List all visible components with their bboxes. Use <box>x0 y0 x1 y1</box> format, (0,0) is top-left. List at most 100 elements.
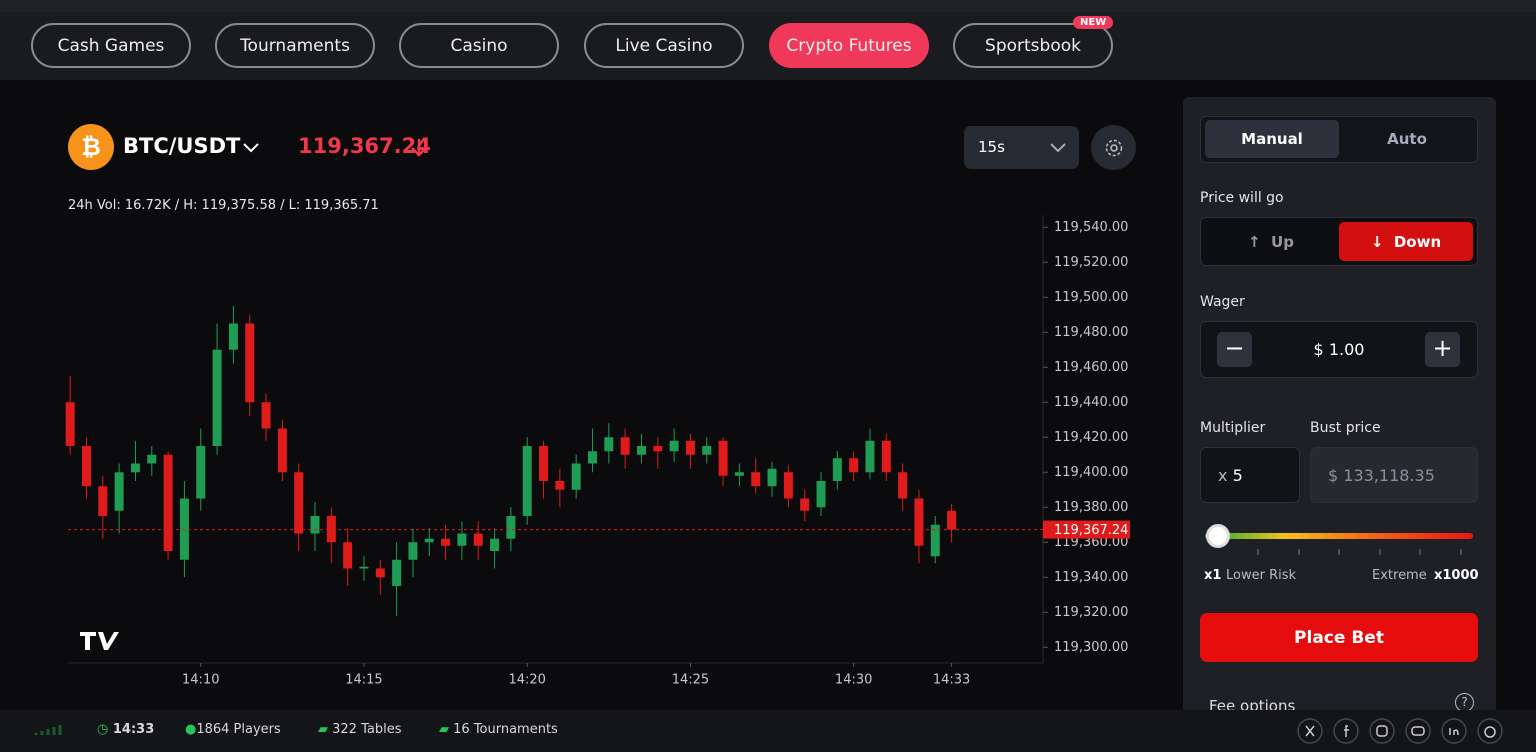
interval-select[interactable]: 15s <box>964 126 1079 169</box>
candle-body <box>751 472 761 487</box>
candle-body <box>849 458 859 473</box>
up-label: Up <box>1271 232 1294 251</box>
risk-slider[interactable] <box>1205 533 1473 539</box>
down-button[interactable]: ↓ Down <box>1339 222 1473 261</box>
multiplier-label: Multiplier <box>1200 420 1266 436</box>
candle-body <box>130 463 140 473</box>
settings-button[interactable] <box>1091 125 1136 170</box>
wager-label: Wager <box>1200 294 1245 310</box>
wager-value[interactable]: $ 1.00 <box>1313 340 1365 359</box>
mode-tab[interactable]: Auto <box>1387 130 1427 148</box>
y-tick-label: 119,520.00 <box>1054 255 1128 270</box>
candle-body <box>375 568 385 578</box>
new-badge: NEW <box>1073 16 1114 29</box>
tables: ▰ 322 Tables <box>318 722 402 737</box>
candle-body <box>800 498 810 511</box>
candle-body <box>473 533 483 546</box>
nav-tab[interactable]: Cash Games <box>31 23 191 68</box>
nav-tab[interactable]: Casino <box>399 23 559 68</box>
candle-body <box>539 446 549 481</box>
candle-body <box>636 446 646 455</box>
y-tick-label: 119,460.00 <box>1054 360 1128 375</box>
candle-body <box>653 446 663 452</box>
price-tag <box>1043 520 1130 539</box>
y-tick-label: 119,380.00 <box>1054 500 1128 515</box>
candle-body <box>685 440 695 455</box>
plus-button[interactable]: + <box>1425 332 1460 367</box>
x-tick-label: 14:15 <box>345 673 382 688</box>
multiplier-input[interactable]: x 5 <box>1200 447 1300 503</box>
stats: 24h Vol: 16.72K / H: 119,375.58 / L: 119… <box>68 198 379 213</box>
bust-price: $ 133,118.35 <box>1310 447 1478 503</box>
candle-body <box>294 472 304 534</box>
gear <box>1105 139 1122 156</box>
candle-body <box>604 437 614 452</box>
candle-body <box>865 440 875 473</box>
clock: ◷ 14:33 <box>97 722 155 737</box>
current-price: 119,367.24 <box>298 134 431 158</box>
x-tick-label: 14:10 <box>182 673 219 688</box>
candle-body <box>506 516 516 539</box>
direction-label: Price will go <box>1200 190 1284 206</box>
candle-body <box>98 486 108 516</box>
y-tick-label: 119,440.00 <box>1054 395 1128 410</box>
tables-text: 322 Tables <box>332 722 402 737</box>
x-tick-label: 14:30 <box>835 673 872 688</box>
price-tag-label: 119,367.24 <box>1054 523 1128 538</box>
candle-body <box>277 428 287 473</box>
tournaments: ▰ 16 Tournaments <box>439 722 558 737</box>
minus-button[interactable]: − <box>1217 332 1252 367</box>
footer <box>0 710 1536 752</box>
candle-body <box>571 463 581 490</box>
y-tick-label: 119,400.00 <box>1054 465 1128 480</box>
x-tick-label: 14:33 <box>933 673 970 688</box>
symbol[interactable]: BTC/USDT <box>123 134 241 158</box>
risk-max: x1000 <box>1434 568 1479 583</box>
x-tick-label: 14:25 <box>672 673 709 688</box>
candle-body <box>588 451 597 464</box>
tv-logo <box>80 632 119 650</box>
up-button[interactable]: ↑ Up <box>1248 232 1294 251</box>
risk-min: x1 <box>1204 568 1222 583</box>
nav-tab[interactable]: Live Casino <box>584 23 744 68</box>
nav-tab[interactable]: Crypto Futures <box>769 23 929 68</box>
candle-body <box>669 440 679 452</box>
candle-body <box>947 510 957 530</box>
candle-body <box>424 538 434 543</box>
multiplier-prefix: x <box>1218 466 1228 485</box>
y-tick-label: 119,420.00 <box>1054 430 1128 445</box>
candle-body <box>832 458 842 481</box>
y-tick-label: 119,320.00 <box>1054 605 1128 620</box>
social-icons[interactable] <box>1295 716 1511 746</box>
chart: ₿ 119,300.00119,320.00119,340.00119,360.… <box>65 124 1130 688</box>
caret <box>1050 143 1066 153</box>
time: 14:33 <box>112 722 155 737</box>
players-text: 1864 Players <box>196 722 281 737</box>
candle-body <box>734 472 744 476</box>
candle-body <box>359 566 369 569</box>
symbol-caret[interactable] <box>242 140 260 154</box>
btc-icon <box>68 124 114 170</box>
nav-tab[interactable]: Tournaments <box>215 23 375 68</box>
candle-body <box>457 533 467 546</box>
candle-body <box>82 446 91 487</box>
nav-tab[interactable]: Sportsbook <box>953 23 1113 68</box>
candle-body <box>914 498 924 546</box>
candle-body <box>881 440 891 473</box>
players: ●1864 Players <box>185 722 281 737</box>
candle-body <box>767 468 777 487</box>
place-bet-button[interactable]: Place Bet <box>1200 613 1478 662</box>
candle-body <box>343 542 353 569</box>
y-tick-label: 119,340.00 <box>1054 570 1128 585</box>
y-tick-label: 119,480.00 <box>1054 325 1128 340</box>
y-tick-label: 119,540.00 <box>1054 220 1128 235</box>
candle-body <box>898 472 908 499</box>
candle-body <box>718 440 728 476</box>
mode-tab[interactable]: Manual <box>1205 120 1339 158</box>
candle-body <box>392 559 402 586</box>
candle-body <box>930 524 940 557</box>
candle-body <box>326 516 336 543</box>
slider-knob[interactable] <box>1206 524 1230 548</box>
candle-body <box>212 349 222 446</box>
